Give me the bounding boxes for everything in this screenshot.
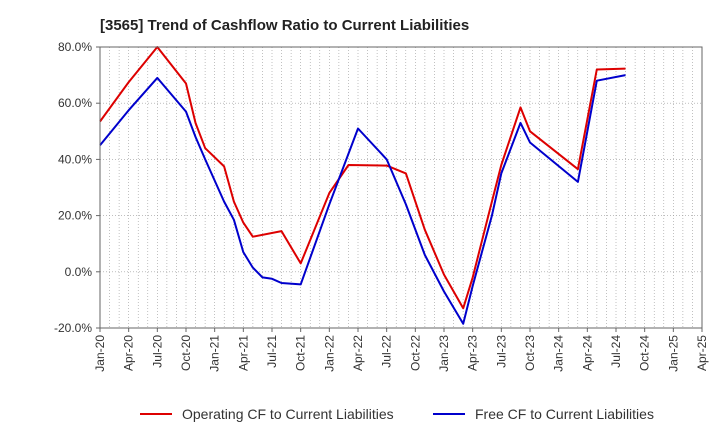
legend-label-operating-cf: Operating CF to Current Liabilities — [182, 406, 394, 422]
x-tick-label: Oct-23 — [523, 335, 537, 371]
x-tick-label: Jul-21 — [265, 335, 279, 368]
x-tick-label: Jan-21 — [208, 335, 222, 372]
x-tick-label: Apr-24 — [580, 335, 594, 371]
x-tick-label: Apr-20 — [122, 335, 136, 371]
x-tick-label: Jul-24 — [609, 335, 623, 368]
x-tick-label: Apr-25 — [695, 335, 709, 371]
plot-frame — [99, 46, 703, 329]
x-tick-label: Oct-21 — [294, 335, 308, 371]
y-tick-label: 20.0% — [58, 209, 92, 223]
series-lines — [99, 46, 626, 325]
x-tick-label: Jan-23 — [437, 335, 451, 372]
x-tick-label: Jan-22 — [322, 335, 336, 372]
x-tick-label: Jul-22 — [380, 335, 394, 368]
y-tick-label: -20.0% — [54, 321, 92, 335]
x-tick-label: Jul-20 — [150, 335, 164, 368]
grid-lines — [100, 46, 702, 329]
x-tick-label: Jan-24 — [552, 335, 566, 372]
legend: Operating CF to Current Liabilities Free… — [140, 406, 654, 422]
series-line-operating-cf — [99, 46, 626, 310]
x-tick-label: Oct-22 — [408, 335, 422, 371]
x-tick-label: Apr-22 — [351, 335, 365, 371]
series-line-free-cf — [99, 74, 626, 325]
x-tick-label: Jan-20 — [93, 335, 107, 372]
y-tick-label: 80.0% — [58, 40, 92, 54]
x-tick-label: Oct-20 — [179, 335, 193, 371]
y-tick-label: 0.0% — [65, 265, 93, 279]
y-axis-ticks: -20.0% 0.0% 20.0% 40.0% 60.0% 80.0% — [54, 40, 100, 335]
x-tick-label: Jul-23 — [494, 335, 508, 368]
y-tick-label: 40.0% — [58, 152, 92, 166]
legend-label-free-cf: Free CF to Current Liabilities — [475, 406, 654, 422]
x-tick-label: Apr-21 — [236, 335, 250, 371]
chart-title: [3565] Trend of Cashflow Ratio to Curren… — [100, 17, 469, 34]
y-tick-label: 60.0% — [58, 96, 92, 110]
x-tick-label: Jan-25 — [666, 335, 680, 372]
x-axis-ticks: Jan-20 Apr-20 Jul-20 Oct-20 Jan-21 Apr-21 Jul-… — [93, 328, 709, 372]
x-tick-label: Oct-24 — [638, 335, 652, 371]
x-tick-label: Apr-23 — [466, 335, 480, 371]
